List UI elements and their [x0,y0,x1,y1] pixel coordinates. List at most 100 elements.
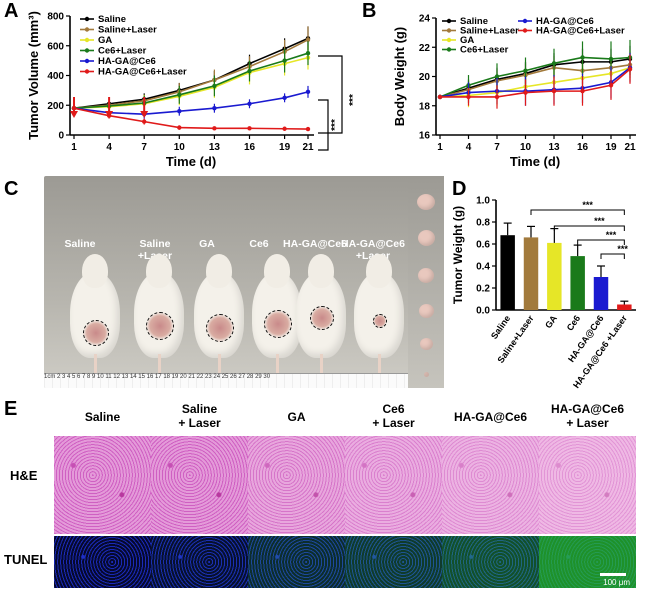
excised-tumor [418,304,434,318]
y-tick-label: 0.4 [476,262,490,273]
y-axis-label: Body Weight (g) [392,27,407,126]
data-point [282,126,287,131]
tumor-marker [206,314,234,342]
data-point [551,88,557,94]
he-row [54,436,636,534]
data-point [177,109,182,114]
legend-label: Saline+Laser [460,26,519,37]
sig-label: *** [348,94,359,106]
x-tick-label: 1 [437,142,443,153]
data-point [212,83,217,89]
data-point [142,119,147,124]
legend-marker [84,27,90,32]
data-point [177,92,182,98]
legend-marker [84,16,90,22]
data-point [523,68,528,73]
data-point [437,94,443,100]
legend-label: HA-GA@Ce6+Laser [536,26,625,37]
series-line [440,68,631,98]
col-title-saline-laser: Saline + Laser [178,402,221,430]
x-tick-label: 21 [624,142,636,153]
he-image-5 [442,436,539,534]
series-line [439,67,631,98]
tumor-marker [146,312,174,340]
photo-label-saline: Saline [64,238,96,250]
col-title-ha-ga-ce6-laser: HA-GA@Ce6 + Laser [550,402,625,430]
bar [593,277,609,310]
tumor-marker [373,314,387,328]
legend-marker [84,48,90,53]
series-line [439,56,631,98]
photo-label-ha-ga-ce6: HA-GA@Ce6 [283,238,347,250]
legend-marker [446,47,452,52]
legend-marker [84,69,90,74]
he-image-1 [54,436,151,534]
legend-marker [84,58,90,64]
mice-photo: Saline Saline +Laser GA Ce6 HA-GA@Ce6 HA… [44,176,444,388]
tumor-marker [83,320,109,346]
legend-marker [446,37,452,43]
data-point [580,55,585,60]
x-tick-label: GA [543,313,559,330]
sig-bracket [600,253,625,259]
y-tick-label: 200 [47,101,64,112]
panel-letter-d: D [452,178,467,200]
tunel-image-4 [345,536,442,588]
y-tick-label: 0.8 [476,218,490,229]
y-tick-label: 0.6 [476,240,490,251]
panel-letter-e: E [4,398,18,420]
scale-bar [600,573,626,576]
excised-tumor [417,194,435,210]
y-tick-label: 600 [47,41,64,52]
data-point [523,90,528,95]
x-tick-label: Ce6 [565,313,583,332]
y-tick-label: 800 [47,12,64,23]
legend-marker [446,18,452,24]
excised-tumors [408,176,444,388]
legend-label: GA [98,35,112,46]
x-axis-label: Time (d) [166,154,216,169]
x-tick-label: 16 [577,142,589,153]
y-axis-label: Tumor Weight (g) [451,206,465,304]
col-title-ha-ga-ce6: HA-GA@Ce6 [453,410,528,424]
data-point [494,74,500,79]
legend-label: HA-GA@Ce6 [536,16,594,27]
data-point [247,68,252,74]
data-point [282,58,287,63]
x-tick-label: 13 [209,142,221,153]
x-tick-label: 16 [244,142,256,153]
bar [617,304,632,310]
photo-label-ga: GA [199,238,215,250]
y-tick-label: 0.0 [476,306,490,317]
panel-letter-b: B [362,0,377,22]
y-tick-label: 18 [419,101,431,112]
sig-label: *** [617,244,628,254]
row-title-tunel: TUNEL [4,552,48,567]
sig-bracket [577,239,625,245]
histology-grid: Saline Saline + Laser GA Ce6 + Laser HA-… [54,398,636,588]
series-line [73,52,309,110]
tumor-volume-chart: 0 200 400 600 800 1 4 7 10 13 16 19 21 Time (d) Tumor … [26,11,359,169]
x-tick-label: 19 [279,142,291,153]
data-point [212,126,217,131]
y-tick-label: 20 [419,72,431,83]
y-axis-label: Tumor Volume (mm³) [26,11,41,140]
panel-letter-c: C [4,178,19,200]
x-tick-label: 4 [106,142,112,153]
y-tick-label: 0.2 [476,284,490,295]
y-tick-label: 1.0 [476,196,490,207]
excised-tumor [423,372,429,377]
series-line [73,91,309,115]
data-point [551,61,557,66]
legend-label: Saline+Laser [98,25,157,36]
legend-label: GA [460,35,474,46]
legend-label: HA-GA@Ce6+Laser [98,67,187,78]
mouse-2 [134,254,184,388]
x-tick-label: 21 [302,142,314,153]
data-point [494,94,500,100]
mouse-3 [194,254,244,388]
x-tick-label: Saline [489,313,512,340]
series-line [439,64,631,98]
data-point [305,89,311,95]
tunel-image-1 [54,536,151,588]
